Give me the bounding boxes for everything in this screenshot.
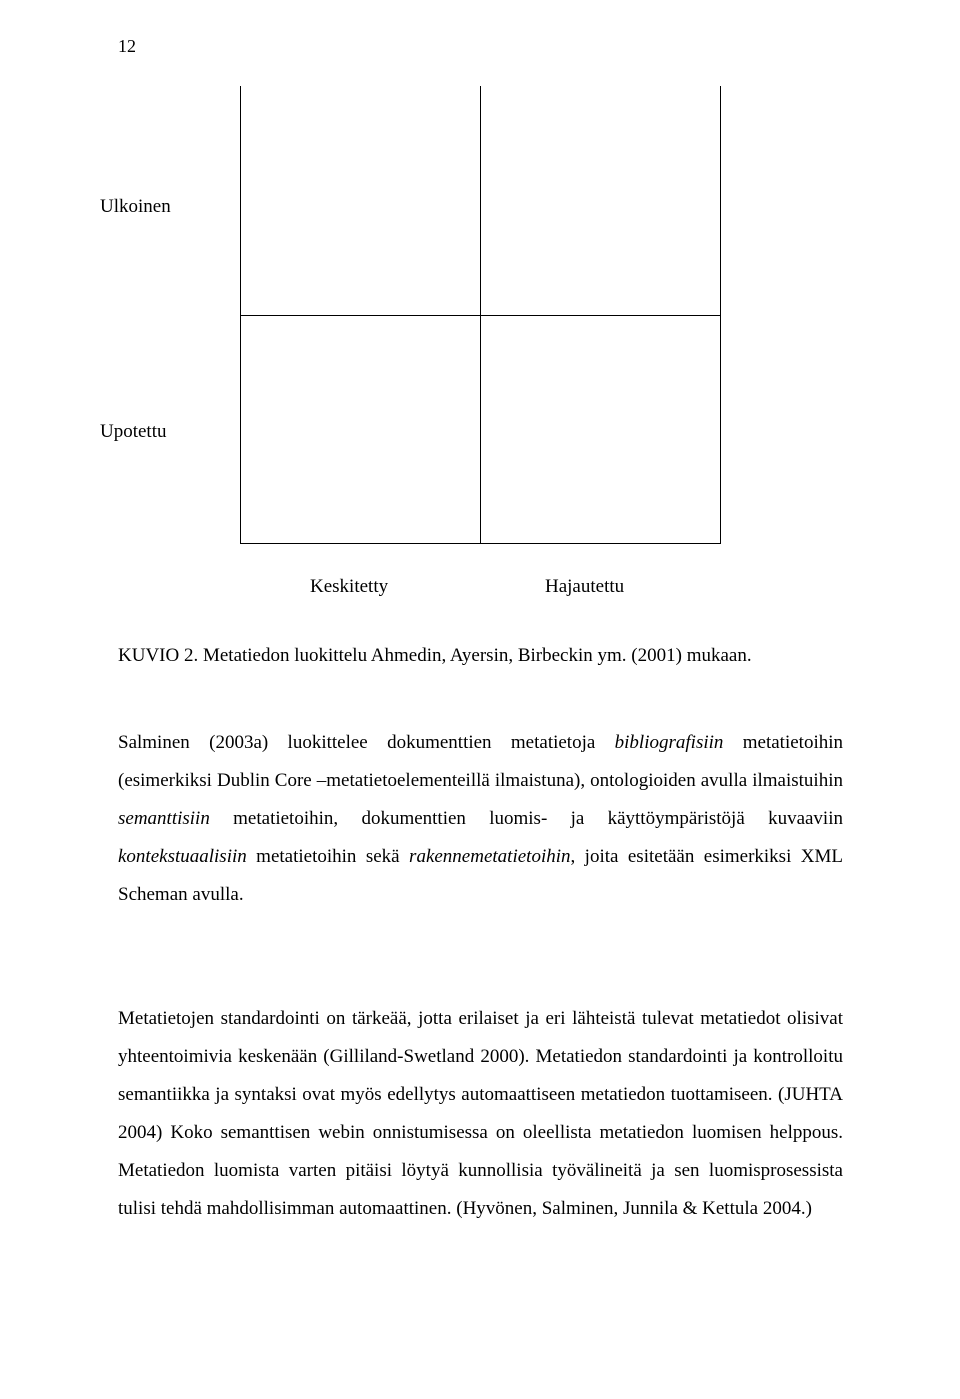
italic-term: semanttisiin	[118, 808, 210, 829]
italic-term: kontekstuaalisiin	[118, 846, 247, 867]
row-label-ulkoinen: Ulkoinen	[100, 196, 171, 218]
grid-2x2	[240, 86, 720, 544]
italic-term: rakennemetatietoihin	[409, 846, 570, 867]
row-label-upotettu: Upotettu	[100, 421, 167, 443]
classification-diagram: Ulkoinen Upotettu Keskitetty Hajautettu	[100, 86, 780, 611]
col-label-keskitetty: Keskitetty	[310, 576, 388, 598]
italic-term: bibliografisiin	[615, 732, 724, 753]
page-number: 12	[118, 36, 136, 57]
col-label-hajautettu: Hajautettu	[545, 576, 624, 598]
grid-line	[720, 86, 721, 544]
paragraph-2: Metatietojen standardointi on tärkeää, j…	[118, 1000, 843, 1228]
paragraph-1: Salminen (2003a) luokittelee dokumenttie…	[118, 724, 843, 914]
figure-caption: KUVIO 2. Metatiedon luokittelu Ahmedin, …	[118, 645, 752, 667]
grid-line	[240, 315, 720, 316]
